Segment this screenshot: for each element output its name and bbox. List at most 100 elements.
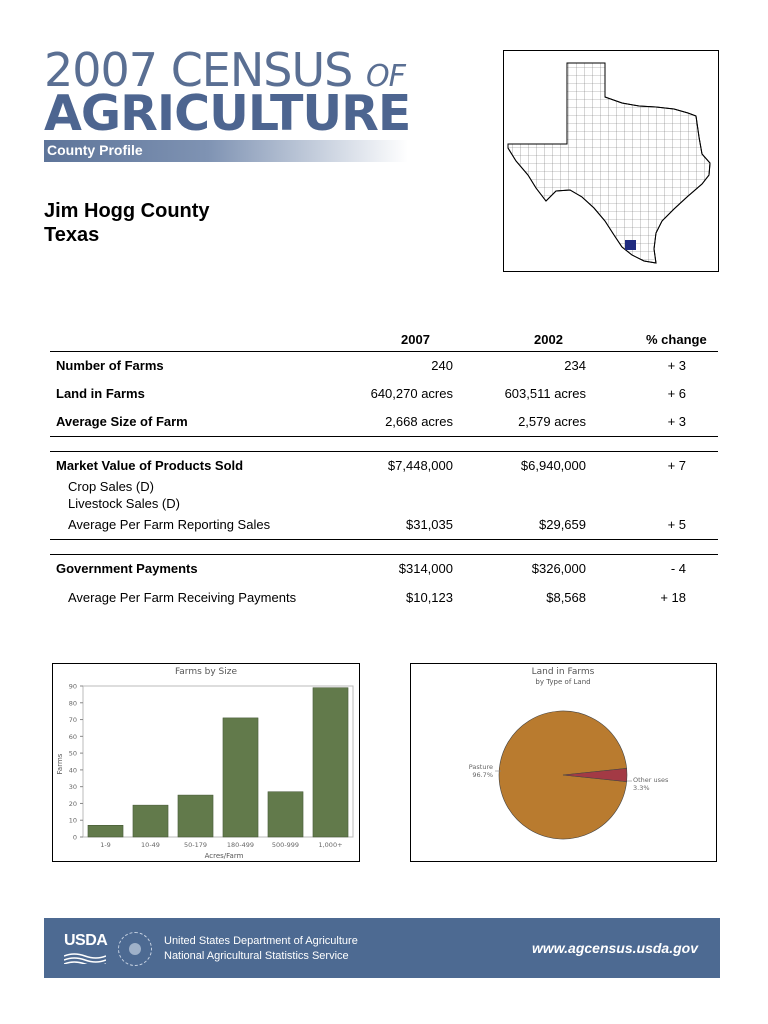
col-header-2007: 2007 [401,332,430,347]
x-tick-label: 1-9 [100,841,111,849]
row-label: Average Per Farm Reporting Sales [68,517,271,532]
x-tick-label: 50-179 [184,841,207,849]
y-axis-label: Farms [56,753,64,774]
x-tick-label: 500-999 [272,841,299,849]
value-change: + 3 [667,358,686,373]
table-row: Number of Farms 240 234 + 3 [50,358,718,376]
farms-by-size-chart: Farms by Size Farms Acres/Farm 0 10 20 30 40… [52,663,360,862]
x-tick-label: 1,000+ [318,841,342,849]
land-in-farms-chart: Land in Farms by Type of Land Pasture 96.… [410,663,717,862]
pie-slice-pasture [498,710,627,840]
x-axis-label: Acres/Farm [205,852,244,860]
county-name: Jim Hogg County [44,200,210,222]
value-2002: 234 [564,358,586,373]
table-row: Livestock Sales (D) [50,496,718,514]
value-2007: $7,448,000 [387,458,453,473]
pie-label-other: Other uses [633,776,669,784]
bar-1,000+ [312,687,349,838]
dept-line1: United States Department of Agriculture [164,935,358,947]
bar-50-179 [177,794,214,838]
y-tick-label: 40 [69,766,77,774]
table-row: Average Size of Farm 2,668 acres 2,579 a… [50,414,718,432]
pie-chart-svg: Land in Farms by Type of Land Pasture96.… [469,667,669,840]
table-row: Average Per Farm Receiving Payments $10,… [50,590,718,608]
usda-waves-icon [64,953,106,964]
logo-band: County Profile [44,140,408,162]
table-rule [50,554,718,555]
value-change: + 3 [667,414,686,429]
state-name: Texas [44,224,100,246]
value-2007: 2,668 acres [385,414,453,429]
y-tick-label: 80 [69,699,77,707]
chart-title: Land in Farms [532,667,595,677]
pie-slice-other [562,768,628,782]
y-tick-label: 30 [69,783,77,791]
row-label: Market Value of Products Sold [56,458,244,473]
y-tick-label: 70 [69,716,77,724]
website-link[interactable]: www.agcensus.usda.gov [532,940,698,956]
col-header-change: % change [646,332,707,347]
nass-seal-icon [118,932,152,966]
logo-of: OF [365,59,406,94]
table-row: Land in Farms 640,270 acres 603,511 acre… [50,386,718,404]
y-tick-label: 50 [69,750,77,758]
row-label: Livestock Sales (D) [68,496,180,511]
value-change: + 6 [667,386,686,401]
row-label: Number of Farms [56,358,164,373]
y-tick-label: 20 [69,800,77,808]
x-tick-label: 10-49 [141,841,160,849]
value-2007: $10,123 [406,590,453,605]
row-label: Average Per Farm Receiving Payments [68,590,297,605]
bar-10-49 [132,804,169,838]
table-row: Government Payments $314,000 $326,000 - … [50,561,718,579]
chart-title: Farms by Size [175,667,238,677]
texas-map-icon [507,62,711,264]
row-label: Average Size of Farm [56,414,188,429]
value-2007: $314,000 [398,561,453,576]
plot-area [82,685,354,838]
x-tick-label: 180-499 [227,841,254,849]
pie-pct-other: 3.3% [633,784,650,792]
pie-label-pasture: Pasture [469,763,493,771]
value-2002: 2,579 acres [518,414,586,429]
value-2007: 240 [431,358,453,373]
row-label: Land in Farms [56,386,145,401]
bar-180-499 [222,717,259,838]
table-rule [50,436,718,437]
value-2002: $326,000 [531,561,586,576]
y-tick-label: 10 [69,817,77,825]
bar-1-9 [87,825,124,838]
bar-500-999 [267,791,304,838]
value-2007: $31,035 [406,517,453,532]
y-tick-label: 90 [69,683,77,691]
value-2002: $8,568 [546,590,586,605]
logo-band-label: County Profile [47,142,143,158]
value-change: + 5 [667,517,686,532]
table-row: Average Per Farm Reporting Sales $31,035… [50,517,718,535]
pie-pct-pasture: 96.7% [472,771,493,779]
county-highlight [625,240,636,250]
value-change: - 4 [670,561,686,576]
usda-footer: USDA United States Department of Agricul… [44,918,720,978]
table-rule [50,539,718,540]
usda-logo-text: USDA [64,932,108,949]
value-2007: 640,270 acres [370,386,453,401]
col-header-2002: 2002 [534,332,563,347]
value-change: + 18 [660,590,686,605]
value-2002: 603,511 acres [504,386,586,401]
logo-line1: 2007 CENSUS OF [44,43,406,97]
table-row: Market Value of Products Sold $7,448,000… [50,458,718,476]
value-2002: $29,659 [539,517,586,532]
row-label: Government Payments [56,561,198,576]
dept-line2: National Agricultural Statistics Service [164,950,349,962]
bar-chart-svg: Farms by Size Farms Acres/Farm 0 10 20 30 40… [56,667,354,860]
census-logo: 2007 CENSUS OF AGRICULTURE County Profil… [44,43,411,164]
value-change: + 7 [667,458,686,473]
agency-name: United States Department of Agriculture … [164,934,358,964]
y-tick-label: 0 [73,834,77,842]
row-label: Crop Sales (D) [68,479,154,494]
state-locator-map [503,50,719,272]
chart-subtitle: by Type of Land [535,678,590,686]
logo-line2: AGRICULTURE [44,85,411,142]
value-2002: $6,940,000 [520,458,586,473]
